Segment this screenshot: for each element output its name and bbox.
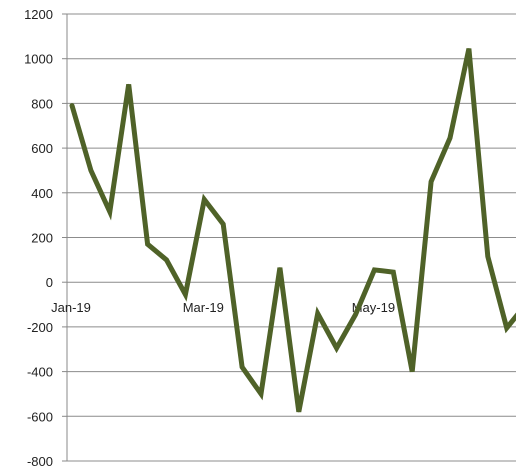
y-axis-ticks: -800 -600 -400 -200 0 200 400 600 800 1000 1200	[24, 7, 67, 469]
data-point	[355, 314, 356, 316]
data-point	[317, 312, 319, 314]
x-tick-label: Jan-19	[51, 300, 91, 315]
y-tick-label: 800	[31, 96, 53, 111]
x-tick-label: Mar-19	[183, 300, 224, 315]
y-tick-label: -400	[27, 365, 53, 380]
data-point	[90, 169, 92, 171]
data-point	[506, 327, 508, 329]
data-point	[147, 243, 149, 245]
series-group	[69, 48, 516, 413]
y-tick-label: 1200	[24, 7, 53, 22]
gridlines	[67, 13, 516, 462]
data-point	[449, 137, 451, 139]
y-tick-label: 0	[46, 275, 53, 290]
y-tick-label: 600	[31, 141, 53, 156]
data-point	[184, 293, 186, 295]
x-axis-ticks: Jan-19 Mar-19 May-19	[51, 300, 395, 315]
data-point	[392, 271, 394, 273]
y-tick-label: -200	[27, 320, 53, 335]
data-point	[128, 83, 130, 85]
data-point	[166, 259, 167, 261]
data-point	[203, 199, 205, 201]
y-tick-label: -600	[27, 409, 53, 424]
data-point	[71, 105, 73, 107]
data-point	[373, 269, 375, 271]
y-tick-label: -800	[27, 454, 53, 469]
data-point	[241, 366, 243, 368]
data-point	[430, 181, 432, 183]
y-tick-label: 1000	[24, 52, 53, 67]
y-tick-label: 400	[31, 186, 53, 201]
data-point	[298, 411, 300, 413]
data-point	[260, 393, 262, 395]
y-tick-label: 200	[31, 231, 53, 246]
data-point	[109, 211, 111, 213]
data-point	[487, 255, 489, 257]
data-point	[336, 347, 338, 349]
data-point	[222, 223, 224, 225]
data-point	[411, 371, 413, 373]
data-point	[279, 267, 281, 269]
data-point	[468, 48, 470, 50]
